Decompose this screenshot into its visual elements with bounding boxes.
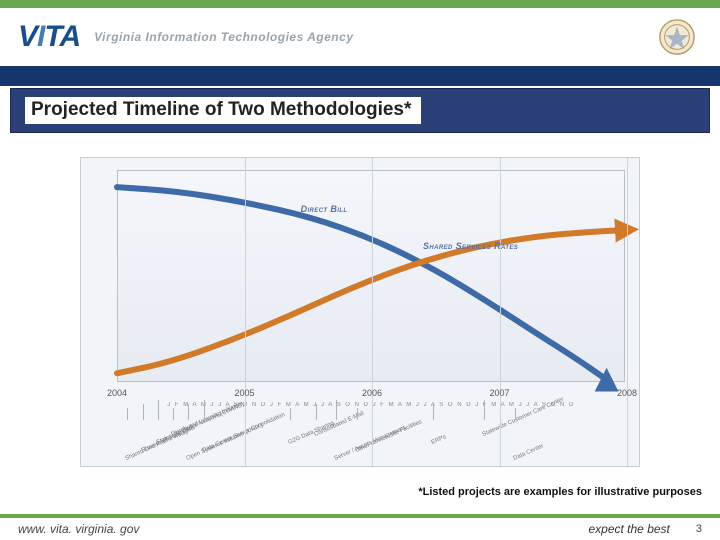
project-leader-line bbox=[357, 408, 358, 420]
grid-line bbox=[500, 158, 501, 466]
grid-line bbox=[372, 158, 373, 466]
navy-band bbox=[0, 66, 720, 86]
state-seal-icon bbox=[658, 18, 696, 56]
project-leader-line bbox=[204, 400, 205, 420]
agency-name: Virginia Information Technologies Agency bbox=[94, 30, 353, 44]
grid-line bbox=[245, 158, 246, 466]
project-labels-layer: Shared Line Frame RelayShared NT / UNIX/… bbox=[117, 408, 625, 466]
project-leader-line bbox=[127, 408, 128, 420]
footer: www. vita. virginia. gov expect the best… bbox=[0, 514, 720, 540]
project-leader-line bbox=[484, 400, 485, 420]
direct-bill-label: Direct Bill bbox=[301, 204, 348, 214]
project-leader-line bbox=[188, 404, 189, 420]
project-label: Other service-site Facilities bbox=[354, 419, 422, 454]
project-label: ERPs bbox=[431, 434, 447, 446]
timeline-chart: J F M A M J J A S O N D J F M A M J J A … bbox=[80, 157, 640, 467]
project-leader-line bbox=[143, 404, 144, 420]
header: VITA Virginia Information Technologies A… bbox=[0, 8, 720, 66]
footer-url: www. vita. virginia. gov bbox=[18, 522, 139, 536]
year-label: 2006 bbox=[357, 388, 387, 398]
project-leader-line bbox=[290, 408, 291, 420]
project-leader-line bbox=[433, 404, 434, 420]
year-label: 2004 bbox=[102, 388, 132, 398]
title-band: Projected Timeline of Two Methodologies* bbox=[10, 88, 710, 133]
project-leader-line bbox=[515, 408, 516, 420]
project-label: Data Center bbox=[512, 443, 544, 462]
project-leader-line bbox=[158, 400, 159, 420]
slide-title: Projected Timeline of Two Methodologies* bbox=[25, 97, 421, 124]
project-leader-line bbox=[316, 404, 317, 420]
grid-line bbox=[627, 158, 628, 466]
project-leader-line bbox=[336, 400, 337, 420]
top-accent-bar bbox=[0, 0, 720, 8]
footer-tagline: expect the best bbox=[588, 522, 669, 536]
year-label: 2005 bbox=[230, 388, 260, 398]
vita-logo: VITA bbox=[18, 20, 80, 54]
footnote: *Listed projects are examples for illust… bbox=[418, 486, 702, 498]
shared-services-label: Shared Services Rates bbox=[423, 241, 518, 251]
project-label: G2G Data Sharing bbox=[288, 420, 336, 446]
project-leader-line bbox=[173, 408, 174, 420]
year-label: 2007 bbox=[485, 388, 515, 398]
page-number: 3 bbox=[696, 523, 702, 535]
year-label: 2008 bbox=[612, 388, 642, 398]
